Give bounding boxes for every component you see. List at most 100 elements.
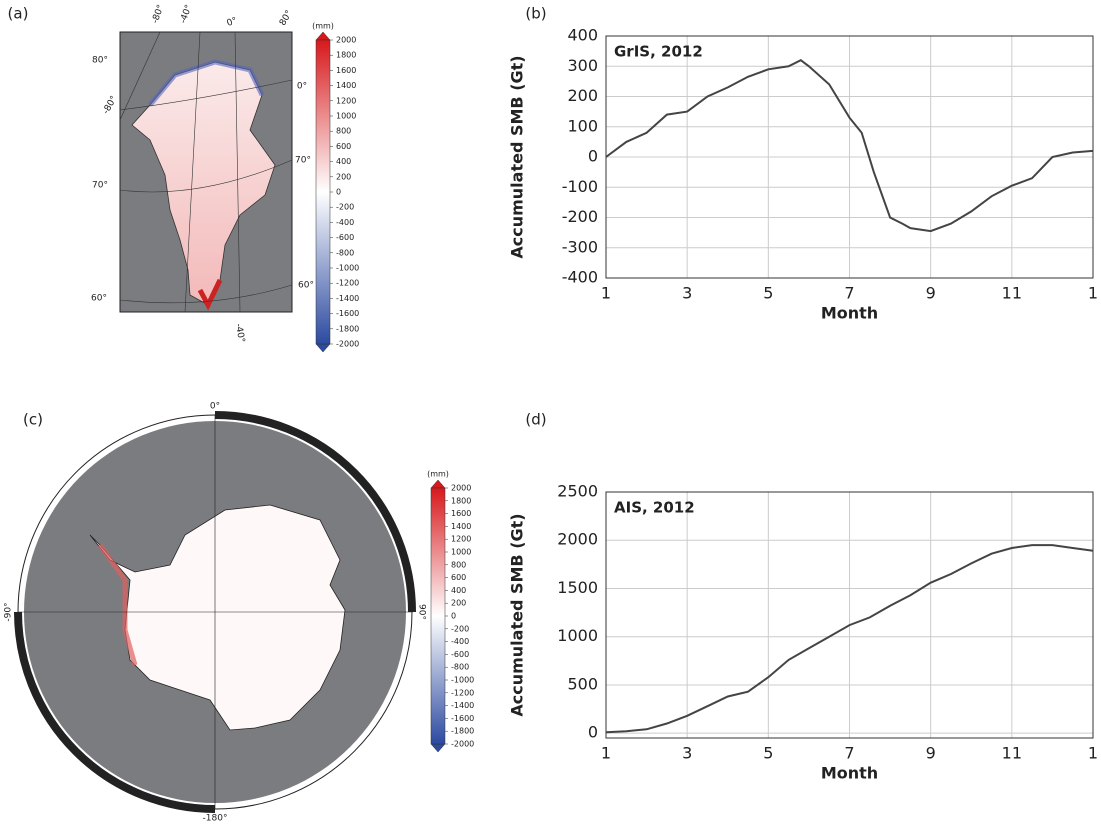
- colorbar-tick-label: 1000: [451, 548, 471, 557]
- plot-frame: [605, 491, 1094, 739]
- colorbar-cap: [315, 343, 331, 353]
- colorbar-unit: (mm): [427, 470, 449, 479]
- colorbar-tick-label: 200: [451, 599, 466, 608]
- line: [605, 544, 1094, 734]
- panel-label: (c): [23, 411, 43, 429]
- antarctica: [89, 504, 346, 731]
- colorbar-tick-label: 1600: [336, 66, 356, 75]
- y-tick-label: 100: [567, 116, 598, 135]
- map-label: 90°: [417, 604, 427, 620]
- colorbar-tick-label: 800: [451, 560, 466, 569]
- map-label: -90°: [4, 602, 14, 621]
- map-label: 70°: [92, 181, 108, 191]
- line: [605, 59, 1094, 233]
- colorbar: [315, 39, 331, 345]
- colorbar-tick-label: -2000: [336, 340, 359, 349]
- map-label: -40°: [178, 3, 194, 24]
- x-tick-label: 1: [601, 744, 611, 763]
- map-label: 0°: [210, 402, 220, 412]
- y-tick-label: 2500: [557, 482, 598, 501]
- y-tick-label: 1500: [557, 578, 598, 597]
- map-label: 80°: [92, 56, 108, 66]
- map-label: 0°: [226, 16, 239, 29]
- colorbar-tick-label: 1400: [451, 522, 471, 531]
- annotation: AIS, 2012: [614, 499, 695, 517]
- y-tick-label: 400: [567, 26, 598, 45]
- x-tick-label: 5: [763, 744, 773, 763]
- panel-label: (d): [525, 411, 546, 429]
- x-tick-label: 11: [1002, 284, 1022, 303]
- colorbar-tick-label: 1200: [451, 535, 471, 544]
- colorbar-tick-label: -200: [336, 203, 354, 212]
- y-tick-label: -200: [562, 207, 598, 226]
- map-label: 0°: [297, 82, 307, 92]
- coast-shade: [148, 59, 265, 107]
- colorbar-tick-label: -2000: [451, 740, 474, 749]
- x-tick-label: 1: [1088, 284, 1098, 303]
- colorbar-cap: [315, 31, 331, 41]
- coast-shade: [197, 278, 223, 311]
- y-tick-label: -300: [562, 237, 598, 256]
- colorbar-tick-label: -1200: [451, 688, 474, 697]
- y-axis-label: Accumulated SMB (Gt): [508, 513, 527, 716]
- colorbar-tick-label: -800: [451, 663, 469, 672]
- colorbar-tick-label: -1600: [336, 309, 359, 318]
- map-label: 60°: [91, 294, 107, 304]
- colorbar-tick-label: 600: [336, 142, 351, 151]
- colorbar-tick-label: -1200: [336, 279, 359, 288]
- colorbar-tick-label: 1400: [336, 81, 356, 90]
- map-ring: [214, 411, 416, 613]
- colorbar-tick-label: 0: [336, 188, 341, 197]
- colorbar: [430, 487, 446, 745]
- x-tick-label: 3: [682, 744, 692, 763]
- colorbar-tick-label: 1800: [451, 496, 471, 505]
- x-tick-label: 7: [844, 284, 854, 303]
- colorbar-tick-label: 1000: [336, 112, 356, 121]
- colorbar-tick-label: 1600: [451, 509, 471, 518]
- colorbar-tick-label: 400: [336, 157, 351, 166]
- y-tick-label: 500: [567, 674, 598, 693]
- y-tick-label: 0: [588, 723, 598, 742]
- colorbar-tick-label: 2000: [451, 484, 471, 493]
- colorbar-tick-label: 400: [451, 586, 466, 595]
- colorbar-tick-label: 600: [451, 573, 466, 582]
- colorbar-tick-label: -800: [336, 248, 354, 257]
- x-axis-label: Month: [821, 304, 878, 323]
- colorbar-tick-label: 1800: [336, 51, 356, 60]
- x-tick-label: 9: [926, 744, 936, 763]
- y-tick-label: 300: [567, 56, 598, 75]
- colorbar-tick-label: -600: [336, 233, 354, 242]
- map-label: 60°: [298, 281, 314, 291]
- x-tick-label: 7: [844, 744, 854, 763]
- colorbar-tick-label: -600: [451, 650, 469, 659]
- colorbar-tick-label: 0: [451, 612, 456, 621]
- colorbar-tick-label: 2000: [336, 36, 356, 45]
- map-label: 70°: [295, 156, 311, 166]
- colorbar-tick-label: -1000: [336, 264, 359, 273]
- y-axis-label: Accumulated SMB (Gt): [508, 55, 527, 258]
- map-label: -80°: [150, 3, 166, 24]
- y-tick-label: 0: [588, 147, 598, 166]
- colorbar-tick-label: -1000: [451, 676, 474, 685]
- colorbar-tick-label: -1800: [451, 727, 474, 736]
- map-label: -80°: [101, 94, 119, 116]
- colorbar-tick-label: -1400: [451, 701, 474, 710]
- colorbar-tick-label: -400: [336, 218, 354, 227]
- colorbar-tick-label: -1600: [451, 714, 474, 723]
- colorbar-tick-label: -1800: [336, 324, 359, 333]
- map-label: 80°: [278, 9, 295, 28]
- y-tick-label: -400: [562, 268, 598, 287]
- panel-label: (b): [525, 5, 546, 23]
- x-tick-label: 3: [682, 284, 692, 303]
- x-tick-label: 9: [926, 284, 936, 303]
- x-axis-label: Month: [821, 764, 878, 783]
- y-tick-label: 2000: [557, 530, 598, 549]
- colorbar-tick-label: 1200: [336, 96, 356, 105]
- map-label: -180°: [203, 814, 228, 824]
- colorbar-cap: [430, 743, 446, 753]
- y-tick-label: 1000: [557, 626, 598, 645]
- graticule: [119, 31, 293, 313]
- x-tick-label: 1: [601, 284, 611, 303]
